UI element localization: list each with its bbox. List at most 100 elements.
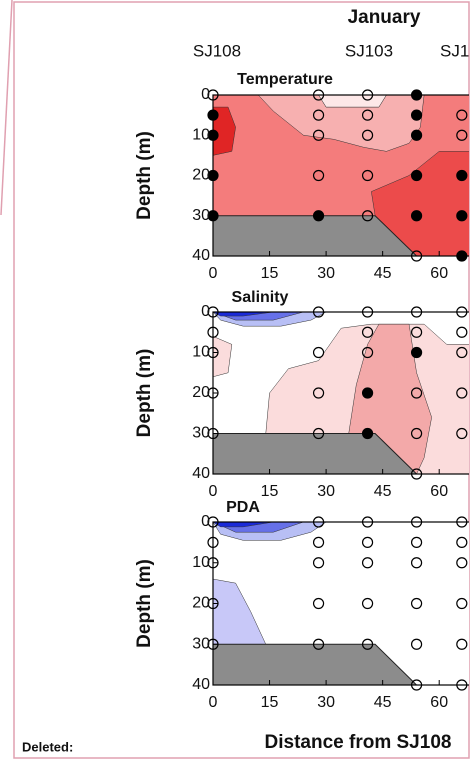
sample-point xyxy=(207,109,219,121)
sample-point xyxy=(361,516,374,528)
sample-point xyxy=(312,210,325,222)
sample-point xyxy=(361,169,374,182)
y-tick-label: 30 xyxy=(192,635,210,652)
sample-point xyxy=(456,536,468,548)
y-tick-label: 0 xyxy=(201,86,210,103)
sample-point xyxy=(410,536,423,548)
y-tick-label: 20 xyxy=(192,167,210,184)
y-tick-label: 0 xyxy=(201,513,210,530)
sample-point xyxy=(361,597,374,610)
sample-point xyxy=(361,638,374,650)
x-tick-label: 60 xyxy=(430,694,448,711)
comment-connector xyxy=(0,0,13,216)
panel-title: Salinity xyxy=(232,289,289,306)
panel-title: Temperature xyxy=(237,71,333,88)
sample-point xyxy=(361,89,374,101)
sample-point xyxy=(312,638,325,650)
sample-point xyxy=(410,346,423,359)
sample-point xyxy=(361,109,374,121)
y-tick-label: 40 xyxy=(192,247,210,264)
sample-point xyxy=(312,169,325,182)
y-tick-label: 10 xyxy=(192,554,210,571)
sample-point xyxy=(456,638,468,650)
y-tick-label: 30 xyxy=(192,425,210,442)
sample-point xyxy=(312,129,325,141)
sample-point xyxy=(456,109,468,121)
sample-point xyxy=(361,210,374,222)
sample-point xyxy=(361,427,374,440)
sample-point xyxy=(410,89,423,101)
panel-title: PDA xyxy=(226,499,260,516)
sample-point xyxy=(456,427,468,440)
y-tick-label: 40 xyxy=(192,676,210,693)
x-tick-label: 60 xyxy=(430,483,448,500)
sample-point xyxy=(410,387,423,399)
x-tick-label: 60 xyxy=(430,265,448,282)
y-axis-label: Depth (m) xyxy=(134,559,155,648)
y-axis-label: Depth (m) xyxy=(134,349,155,438)
x-tick-label: 15 xyxy=(261,265,279,282)
sample-point xyxy=(207,326,219,338)
sample-point xyxy=(456,597,468,610)
sample-point xyxy=(312,89,325,101)
x-tick-label: 0 xyxy=(209,265,218,282)
sample-point xyxy=(312,306,325,318)
sample-point xyxy=(456,346,468,359)
sample-point xyxy=(456,516,468,528)
sample-point xyxy=(312,597,325,610)
y-tick-label: 10 xyxy=(192,126,210,143)
sample-point xyxy=(361,346,374,359)
sample-point xyxy=(410,109,423,121)
y-tick-label: 30 xyxy=(192,207,210,224)
y-tick-label: 0 xyxy=(201,303,210,320)
sample-point xyxy=(207,536,219,548)
sample-point xyxy=(410,557,423,569)
station-label: SJ1 xyxy=(440,41,469,60)
sample-point xyxy=(312,516,325,528)
x-tick-label: 30 xyxy=(317,265,335,282)
sample-point xyxy=(410,129,423,141)
sample-point xyxy=(456,169,468,182)
sample-point xyxy=(410,250,423,262)
sample-point xyxy=(410,468,423,480)
x-tick-label: 15 xyxy=(261,694,279,711)
x-tick-label: 15 xyxy=(261,483,279,500)
sample-point xyxy=(456,129,468,141)
sample-point xyxy=(312,427,325,440)
sample-point xyxy=(410,516,423,528)
sample-point xyxy=(456,210,468,222)
station-label: SJ103 xyxy=(345,41,393,60)
sample-point xyxy=(410,638,423,650)
sample-point xyxy=(410,427,423,440)
panel xyxy=(207,516,469,691)
figure-title: January xyxy=(348,7,421,28)
station-label: SJ108 xyxy=(193,41,241,60)
x-axis-label: Distance from SJ108 xyxy=(265,732,452,753)
x-tick-label: 30 xyxy=(317,694,335,711)
sample-point xyxy=(361,557,374,569)
sample-point xyxy=(456,679,468,691)
x-tick-label: 45 xyxy=(374,265,392,282)
note: Deleted: xyxy=(22,739,73,754)
sample-point xyxy=(361,387,374,399)
x-tick-label: 30 xyxy=(317,483,335,500)
sample-point xyxy=(410,306,423,318)
sample-point xyxy=(456,306,468,318)
sample-point xyxy=(312,536,325,548)
sample-point xyxy=(456,387,468,399)
y-tick-label: 10 xyxy=(192,344,210,361)
panel xyxy=(207,306,469,480)
sample-point xyxy=(456,557,468,569)
sample-point xyxy=(361,306,374,318)
y-tick-label: 20 xyxy=(192,384,210,401)
sample-point xyxy=(410,326,423,338)
panel xyxy=(207,89,469,262)
sample-point xyxy=(456,250,468,262)
y-tick-label: 40 xyxy=(192,465,210,482)
sample-point xyxy=(410,597,423,610)
sample-point xyxy=(456,326,468,338)
sample-point xyxy=(361,536,374,548)
sample-point xyxy=(410,169,423,182)
